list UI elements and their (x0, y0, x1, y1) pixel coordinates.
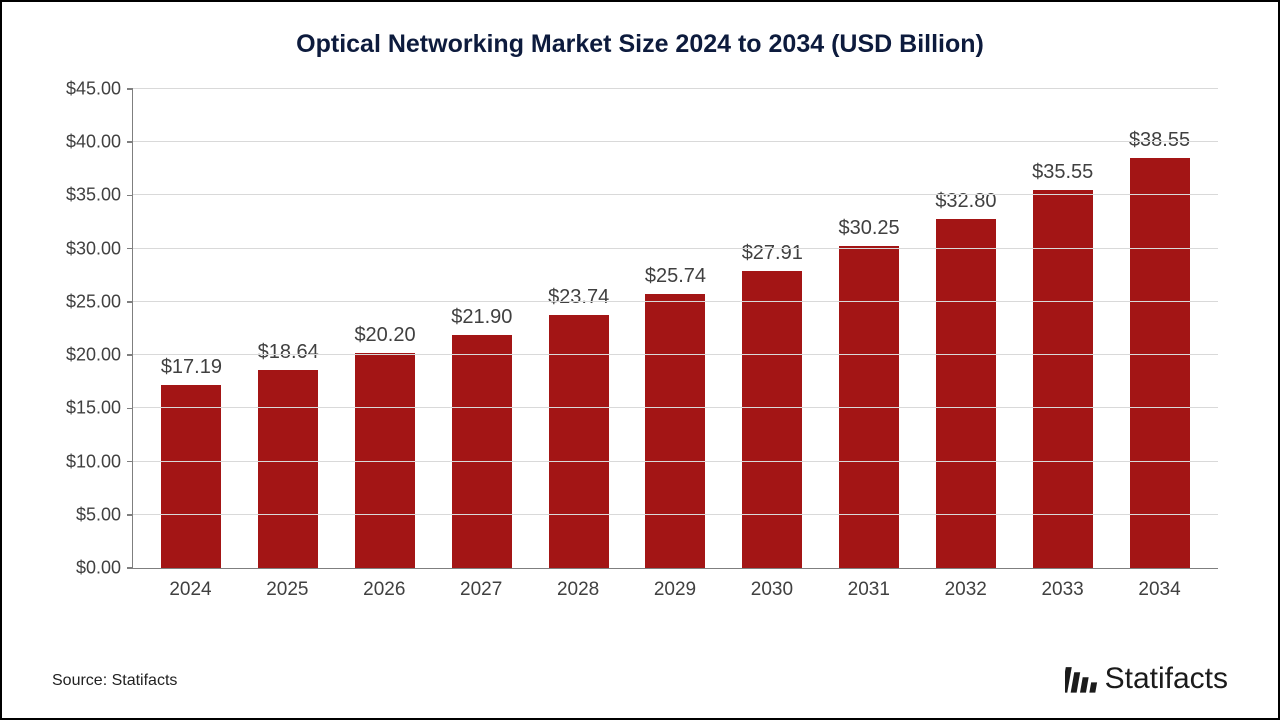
y-tick-label: $35.00 (66, 185, 121, 206)
y-tick-mark (127, 248, 133, 250)
plot-region: $17.19 $18.64 $20.20 $21.90 $23.74 $25.74 $27.… (132, 89, 1218, 569)
x-tick-label: 2033 (1014, 579, 1111, 601)
brand-text: Statifacts (1105, 662, 1228, 696)
bar (452, 335, 512, 568)
y-tick-label: $25.00 (66, 291, 121, 312)
bars-container: $17.19 $18.64 $20.20 $21.90 $23.74 $25.74 $27.… (133, 89, 1218, 568)
x-tick-label: 2024 (142, 579, 239, 601)
y-tick-mark (127, 514, 133, 516)
y-tick-label: $30.00 (66, 238, 121, 259)
y-tick-label: $0.00 (76, 558, 121, 579)
bar-slot: $25.74 (627, 89, 724, 568)
x-tick-label: 2028 (530, 579, 627, 601)
bar-slot: $35.55 (1014, 89, 1111, 568)
bar-value-label: $23.74 (548, 286, 609, 309)
grid-line (133, 407, 1218, 408)
bar-slot: $18.64 (240, 89, 337, 568)
y-tick-mark (127, 408, 133, 410)
x-tick-label: 2025 (239, 579, 336, 601)
brand-logo: Statifacts (1065, 662, 1228, 696)
bar-slot: $32.80 (918, 89, 1015, 568)
x-tick-label: 2030 (723, 579, 820, 601)
y-tick-label: $5.00 (76, 504, 121, 525)
x-tick-label: 2026 (336, 579, 433, 601)
bar-slot: $30.25 (821, 89, 918, 568)
bar-slot: $23.74 (530, 89, 627, 568)
bar-slot: $38.55 (1111, 89, 1208, 568)
bar-value-label: $30.25 (839, 217, 900, 240)
bar (258, 370, 318, 568)
x-tick-label: 2029 (627, 579, 724, 601)
grid-line (133, 354, 1218, 355)
source-caption: Source: Statifacts (52, 672, 177, 690)
y-tick-label: $40.00 (66, 132, 121, 153)
bar (1130, 158, 1190, 568)
grid-line (133, 461, 1218, 462)
y-tick-mark (127, 301, 133, 303)
bar-value-label: $32.80 (935, 190, 996, 213)
bar (161, 385, 221, 568)
y-tick-label: $15.00 (66, 398, 121, 419)
y-tick-mark (127, 141, 133, 143)
y-tick-mark (127, 567, 133, 569)
y-tick-label: $10.00 (66, 451, 121, 472)
grid-line (133, 141, 1218, 142)
bar-slot: $20.20 (337, 89, 434, 568)
bar-slot: $17.19 (143, 89, 240, 568)
bar (742, 271, 802, 568)
x-tick-label: 2031 (820, 579, 917, 601)
bar-value-label: $18.64 (258, 341, 319, 364)
grid-line (133, 514, 1218, 515)
y-tick-mark (127, 195, 133, 197)
bar-value-label: $35.55 (1032, 161, 1093, 184)
x-tick-label: 2032 (917, 579, 1014, 601)
grid-line (133, 248, 1218, 249)
bar-slot: $27.91 (724, 89, 821, 568)
chart-area: $17.19 $18.64 $20.20 $21.90 $23.74 $25.74 $27.… (42, 89, 1238, 619)
bar-value-label: $38.55 (1129, 129, 1190, 152)
bars-icon (1065, 662, 1099, 696)
y-tick-mark (127, 88, 133, 90)
bar-value-label: $17.19 (161, 356, 222, 379)
bar (645, 294, 705, 568)
grid-line (133, 194, 1218, 195)
bar-value-label: $25.74 (645, 265, 706, 288)
y-tick-label: $45.00 (66, 79, 121, 100)
bar-value-label: $21.90 (451, 306, 512, 329)
y-tick-label: $20.00 (66, 345, 121, 366)
bar-value-label: $20.20 (354, 324, 415, 347)
bar (1033, 190, 1093, 568)
y-tick-mark (127, 461, 133, 463)
grid-line (133, 301, 1218, 302)
bar-value-label: $27.91 (742, 242, 803, 265)
chart-title: Optical Networking Market Size 2024 to 2… (42, 30, 1238, 59)
chart-card: Optical Networking Market Size 2024 to 2… (0, 0, 1280, 720)
y-tick-mark (127, 354, 133, 356)
bar (936, 219, 996, 568)
bar-slot: $21.90 (433, 89, 530, 568)
x-tick-label: 2027 (433, 579, 530, 601)
grid-line (133, 88, 1218, 89)
x-tick-label: 2034 (1111, 579, 1208, 601)
x-axis-labels: 2024202520262027202820292030203120322033… (132, 569, 1218, 601)
